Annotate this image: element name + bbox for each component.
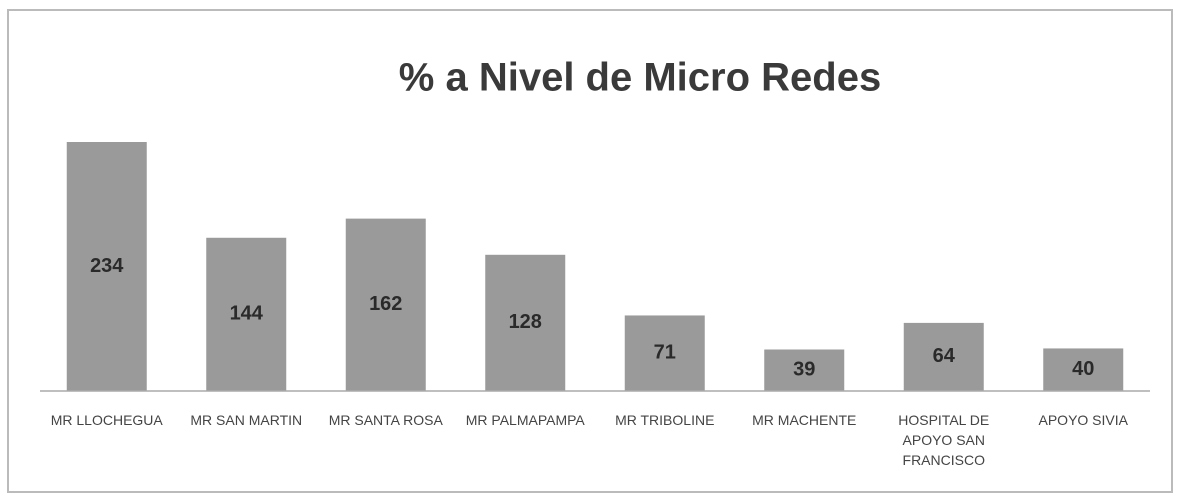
data-label: 162 bbox=[369, 293, 402, 315]
data-label: 128 bbox=[509, 311, 542, 333]
data-label: 71 bbox=[654, 342, 676, 364]
x-tick-label: MR PALMAPAMPA bbox=[465, 412, 585, 428]
bar bbox=[764, 349, 845, 391]
chart-frame bbox=[7, 9, 1173, 493]
bar bbox=[624, 315, 705, 391]
bar bbox=[485, 254, 566, 391]
bar bbox=[345, 218, 426, 391]
bar bbox=[206, 237, 287, 391]
data-label: 234 bbox=[90, 255, 124, 277]
data-label: 39 bbox=[793, 359, 815, 381]
data-label: 144 bbox=[230, 303, 264, 325]
x-tick-label: APOYO SIVIA bbox=[1038, 412, 1128, 428]
bar bbox=[66, 142, 147, 391]
x-tick-label: MR SAN MARTIN bbox=[190, 412, 303, 428]
chart-title: % a Nivel de Micro Redes bbox=[399, 56, 881, 100]
x-tick-label: MR SANTA ROSA bbox=[328, 412, 443, 428]
bar bbox=[1043, 348, 1124, 391]
x-tick-label: MR MACHENTE bbox=[752, 412, 857, 428]
bar bbox=[903, 322, 984, 391]
x-tick-label: HOSPITAL DE APOYO SAN FRANCISCO bbox=[898, 412, 990, 468]
x-tick-label: MR TRIBOLINE bbox=[615, 412, 715, 428]
data-label: 64 bbox=[933, 345, 956, 367]
data-label: 40 bbox=[1072, 358, 1094, 380]
x-tick-label: MR LLOCHEGUA bbox=[50, 412, 163, 428]
